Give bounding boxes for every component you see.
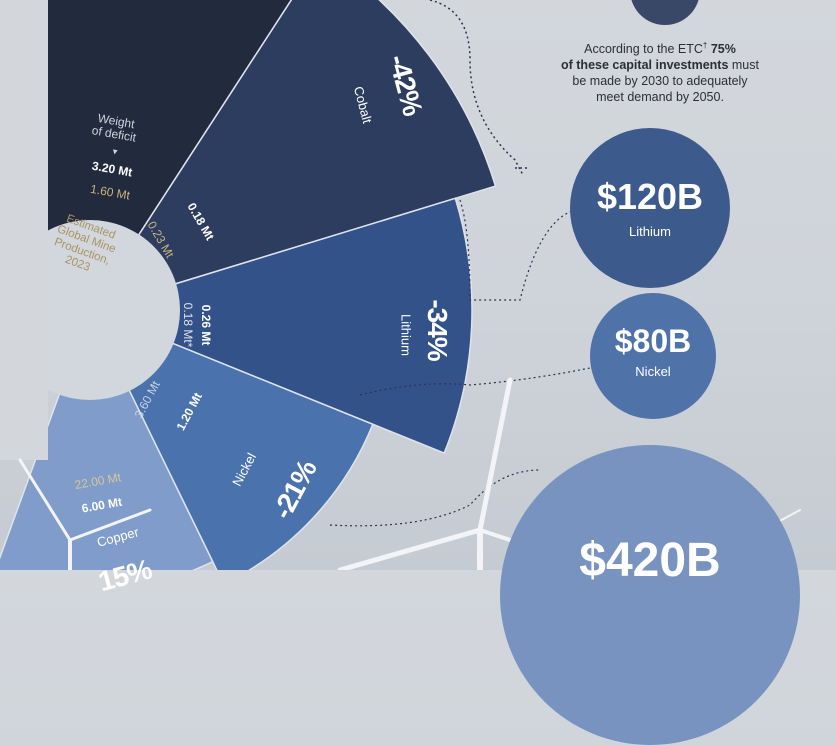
investment-value: $80B	[614, 323, 692, 359]
investment-metal: Nickel	[635, 364, 671, 379]
lithium-deficit-weight: 0.26 Mt	[198, 304, 213, 346]
arrow-down-icon: ▼	[110, 146, 120, 158]
left-margin	[0, 0, 48, 460]
investment-lithium: $120B Lithium	[570, 128, 730, 288]
investment-value: $120B	[596, 176, 704, 217]
investment-copper: $420B	[500, 445, 800, 745]
radial-chart	[0, 0, 801, 570]
note-bold-2: of these capital investments	[561, 58, 729, 73]
bracket-connector	[429, 0, 530, 176]
nickel-connector	[359, 367, 591, 396]
note-text: According to the ETC	[584, 42, 703, 57]
note-text-2: must be made by 2030 to adequately meet …	[572, 58, 759, 105]
lithium-connector	[459, 199, 576, 301]
lithium-deficit-pct: -34%	[422, 299, 454, 361]
lithium-label: Lithium	[398, 314, 414, 356]
note-bold: 75%	[707, 42, 736, 57]
etc-note: According to the ETC† 75% of these capit…	[560, 38, 760, 105]
investment-nickel: $80B Nickel	[590, 293, 716, 419]
investment-metal: Lithium	[629, 224, 671, 239]
lithium-production: 0.18 Mt*	[180, 302, 195, 348]
investment-value: $420B	[579, 534, 721, 587]
copper-connector	[329, 469, 541, 527]
dagger: †	[702, 41, 708, 50]
